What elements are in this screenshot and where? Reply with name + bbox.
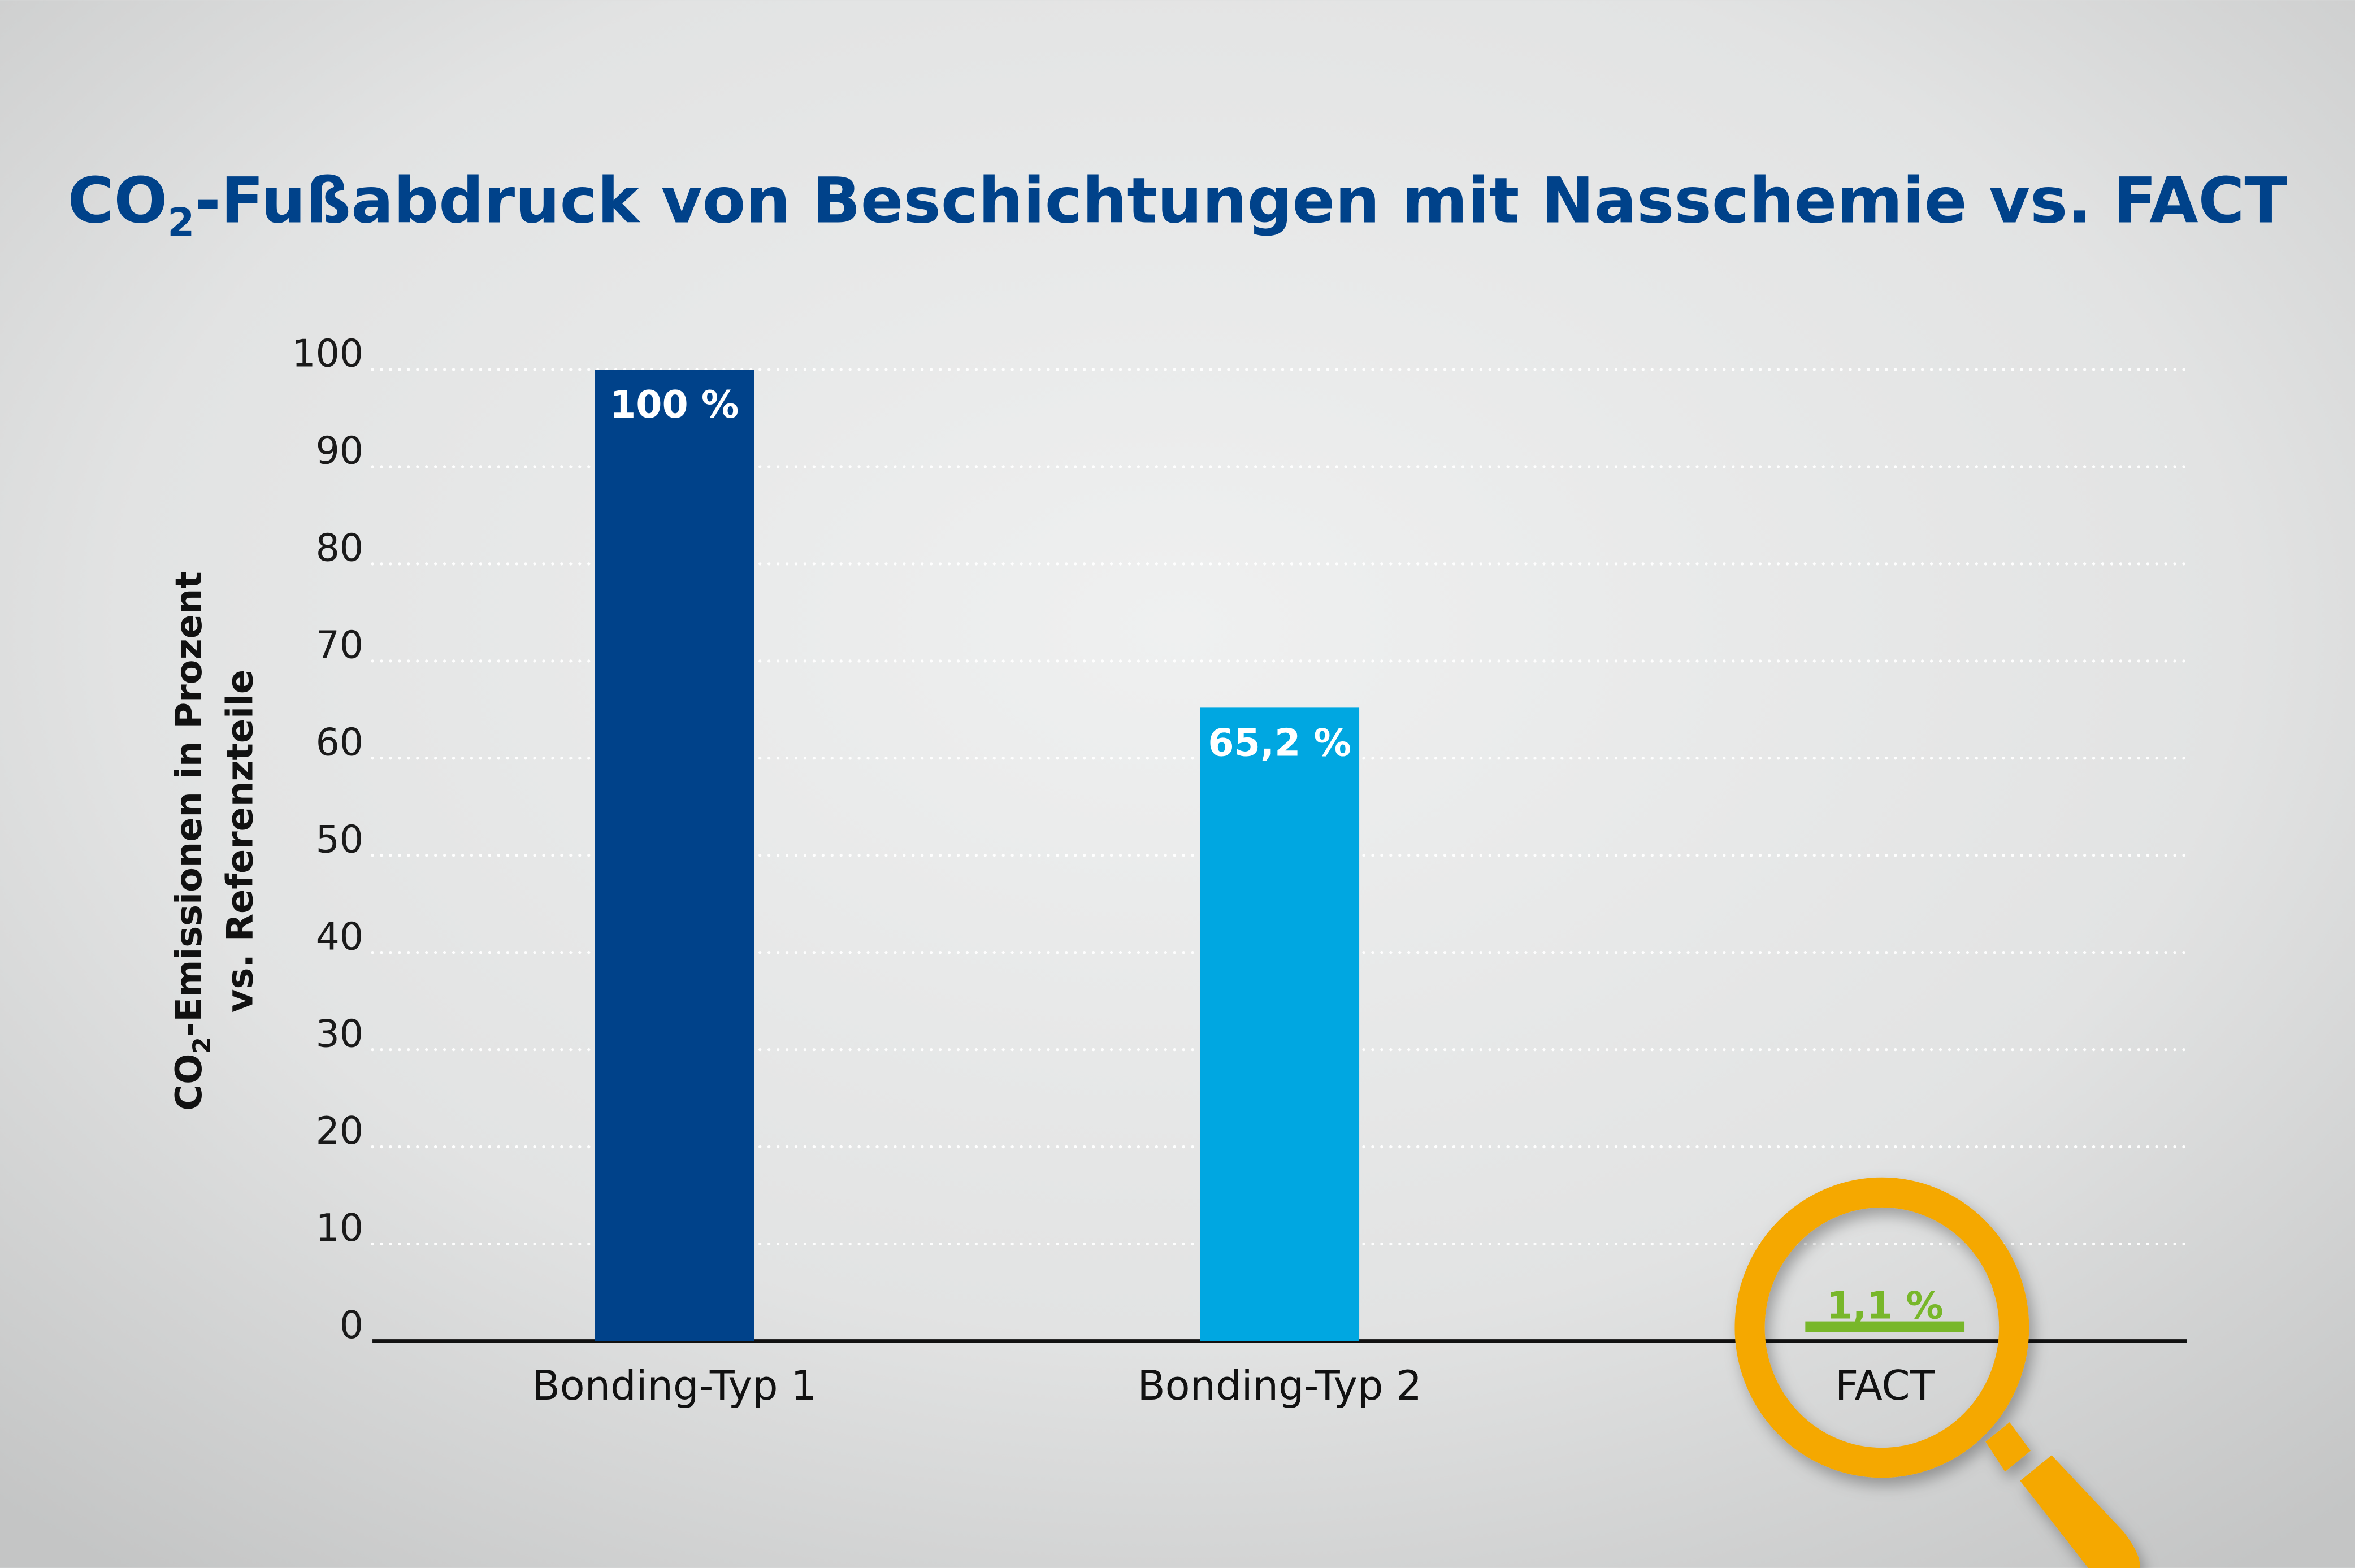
magnifier-grip [2020,1455,2140,1568]
y-tick-label: 40 [316,914,364,958]
svg-text:CO2-Emissionen in Prozent: CO2-Emissionen in Prozent [168,571,216,1110]
data-label: 65,2 % [1208,720,1351,765]
data-label: 1,1 % [1827,1284,1944,1328]
y-tick-label: 30 [316,1011,364,1056]
y-tick-label: 70 [316,623,364,667]
bar [595,370,754,1341]
chart-title: CO2-Fußabdruck von Beschichtungen mit Na… [67,164,2287,246]
y-tick-label: 20 [316,1109,364,1153]
y-axis-label: CO2-Emissionen in Prozent vs. Referenzte… [168,571,261,1110]
svg-text:vs. Referenzteile: vs. Referenzteile [219,670,261,1013]
bar [1805,1321,1965,1332]
y-tick-label: 60 [316,720,364,764]
y-tick-label: 10 [316,1206,364,1250]
x-tick-label: FACT [1835,1362,1936,1409]
y-tick-label: 90 [316,429,364,473]
x-tick-label: Bonding-Typ 1 [532,1362,817,1409]
magnifier-handle [1985,1422,2031,1472]
x-tick-label: Bonding-Typ 2 [1137,1362,1422,1409]
y-tick-label: 50 [316,817,364,861]
magnifying-glass-icon [1734,1177,2140,1568]
data-label: 100 % [610,383,739,427]
magnifier-ring [1734,1177,2029,1478]
bar [1200,707,1360,1341]
y-tick-label: 100 [292,332,363,376]
y-tick-label: 0 [340,1303,363,1347]
y-tick-label: 80 [316,526,364,570]
